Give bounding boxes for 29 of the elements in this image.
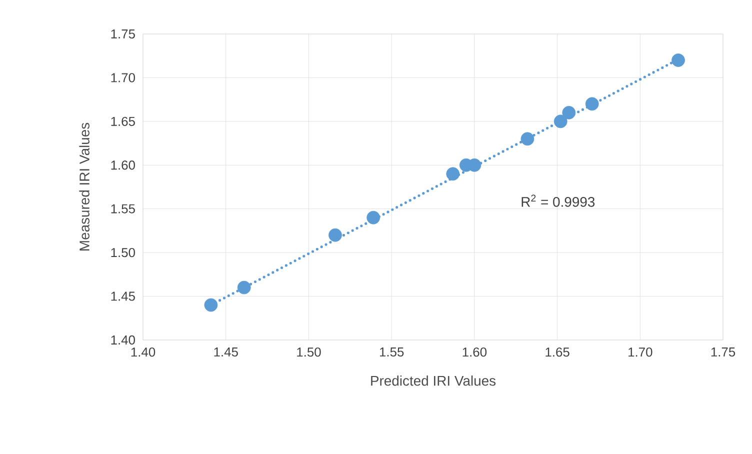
y-tick-label: 1.40	[111, 335, 135, 345]
point	[446, 167, 460, 181]
x-tick-label: 1.55	[380, 348, 404, 357]
y-axis-title: Measured IRI Values	[79, 122, 90, 250]
x-tick-label: 1.75	[711, 348, 736, 357]
y-tick-label: 1.50	[111, 248, 135, 258]
x-tick-label: 1.50	[297, 348, 321, 357]
y-tick-label: 1.60	[111, 160, 135, 170]
x-tick-label: 1.45	[214, 348, 238, 357]
point	[328, 228, 342, 242]
x-axis-title: Predicted IRI Values	[371, 376, 496, 386]
y-tick-label: 1.70	[111, 73, 135, 82]
point	[672, 54, 685, 67]
x-tick-label: 1.40	[131, 348, 156, 357]
x-tick-label: 1.60	[462, 348, 487, 357]
point	[585, 97, 599, 111]
y-tick-label: 1.75	[111, 29, 135, 38]
annotation: R$^{2}$ = 0.9993	[522, 194, 595, 207]
point	[366, 210, 380, 224]
point	[562, 106, 576, 120]
point	[237, 280, 251, 294]
point	[520, 132, 534, 146]
y-tick-label: 1.65	[111, 116, 135, 126]
y-tick-label: 1.45	[111, 292, 135, 301]
y-tick-label: 1.55	[111, 204, 135, 214]
x-tick-label: 1.65	[546, 348, 570, 357]
x-tick-label: 1.70	[628, 348, 652, 357]
point	[204, 298, 218, 312]
point	[554, 114, 568, 128]
